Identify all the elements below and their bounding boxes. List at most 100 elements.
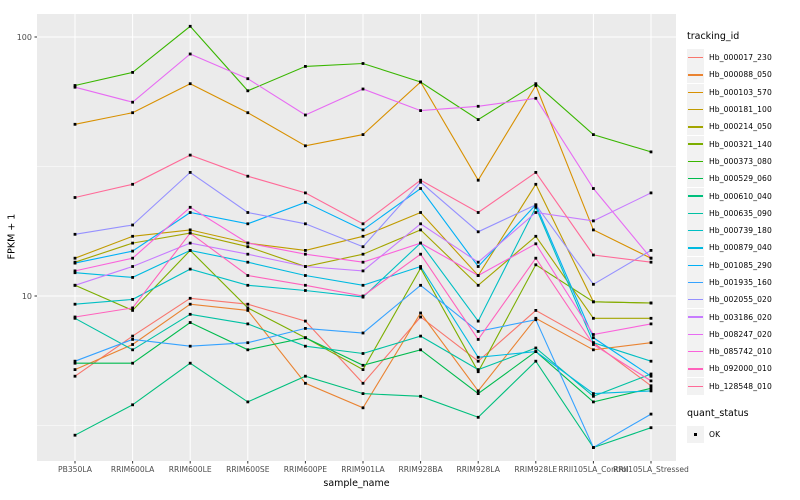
data-point-marker (73, 122, 77, 126)
data-point-marker (131, 249, 134, 253)
legend-item-label: Hb_000739_180 (709, 226, 772, 236)
data-point-marker (534, 203, 538, 207)
legend-item: Hb_000373_080 (687, 152, 799, 170)
legend-key-line (688, 229, 703, 232)
legend-key-swatch (687, 360, 704, 378)
data-point-marker (534, 318, 538, 322)
legend-item: Hb_002055_020 (687, 291, 799, 309)
data-point-marker (534, 211, 538, 214)
data-point-marker (534, 182, 538, 186)
data-point-marker (131, 241, 134, 245)
data-point-marker (419, 334, 422, 338)
data-point-marker (246, 302, 250, 306)
data-point-marker (246, 348, 250, 352)
y-tick-label: 100 (17, 33, 32, 42)
data-point-marker (246, 174, 250, 178)
data-point-marker (131, 343, 134, 346)
legend-title-quant-status: quant_status (687, 407, 749, 419)
data-point-marker (304, 65, 307, 68)
data-point-marker (361, 283, 365, 287)
legend-item-label: Hb_092000_010 (709, 364, 772, 374)
legend-key-swatch (687, 83, 704, 101)
x-tick-label: RRIM600LA (111, 465, 155, 474)
data-point-marker (361, 133, 365, 136)
data-point-marker (304, 222, 307, 226)
legend-item: Hb_000529_060 (687, 170, 799, 188)
legend-key-line (688, 160, 703, 163)
legend-key-swatch (687, 256, 704, 274)
data-point-marker (73, 368, 77, 371)
data-point-marker (419, 228, 422, 232)
data-point-marker (534, 242, 538, 246)
x-tick-label: RRIM600PE (284, 465, 327, 474)
data-point-marker (361, 352, 365, 355)
y-tick-label: 10 (22, 292, 32, 301)
data-point-marker (361, 234, 365, 238)
legend-item: Hb_000214_050 (687, 118, 799, 136)
legend-key-line (688, 195, 703, 197)
data-point-marker (188, 321, 192, 324)
data-point-marker (131, 100, 134, 104)
data-point-marker (476, 338, 480, 341)
data-point-marker (131, 265, 134, 268)
data-point-marker (534, 256, 538, 260)
data-point-marker (246, 77, 250, 81)
x-tick-label: RRIM901LA (341, 465, 385, 474)
data-point-marker (476, 389, 480, 393)
data-point-marker (592, 228, 595, 232)
data-point-marker (131, 276, 134, 279)
data-point-marker (304, 265, 307, 268)
x-tick-label: RRIM928BA (398, 465, 443, 474)
y-axis-title: FPKM + 1 (6, 213, 18, 260)
data-point-marker (304, 327, 307, 330)
data-point-marker (419, 80, 422, 84)
data-point-marker (361, 363, 365, 367)
data-point-marker (246, 274, 250, 277)
data-point-marker (188, 171, 192, 174)
data-point-marker (419, 109, 422, 112)
data-point-marker (73, 256, 77, 260)
data-point-marker (361, 245, 365, 249)
data-point-marker (649, 359, 653, 363)
legend-items-tracking-id: Hb_000017_230 Hb_000088_050 Hb_000103_570 H… (687, 49, 799, 395)
data-point-marker (304, 319, 307, 323)
data-point-marker (419, 222, 422, 226)
data-point-marker (131, 306, 134, 310)
legend-key-line (688, 108, 703, 111)
data-point-marker (361, 252, 365, 256)
legend-item: Hb_003186_020 (687, 308, 799, 326)
x-tick-label: RRIM600SE (226, 465, 270, 474)
data-point-marker (419, 283, 422, 287)
data-point-marker (361, 269, 365, 273)
data-point-marker (246, 245, 250, 249)
data-point-marker (188, 344, 192, 348)
data-point-marker (188, 302, 192, 306)
legend-item: Hb_001935_160 (687, 274, 799, 291)
data-point-marker (419, 266, 422, 270)
data-point-marker (73, 232, 77, 236)
x-tick-label: RRIM600LE (169, 465, 212, 474)
data-point-marker (649, 191, 653, 195)
legend-item-label: Hb_002055_020 (709, 295, 772, 305)
legend-item-quant-status: OK (687, 426, 799, 444)
data-point-marker (188, 205, 192, 209)
data-point-marker (534, 205, 538, 209)
data-point-marker (361, 260, 365, 264)
data-point-marker (188, 228, 192, 232)
data-point-marker (188, 211, 192, 214)
legend-key-swatch (687, 325, 704, 343)
data-point-marker (246, 322, 250, 326)
data-point-marker (131, 111, 134, 115)
legend-item-label: Hb_001085_290 (709, 260, 772, 270)
legend-key-point-marker (693, 432, 698, 437)
data-point-marker (476, 359, 480, 363)
legend-key-swatch (687, 343, 704, 361)
legend-key-line (688, 56, 703, 59)
legend-key-line (688, 91, 703, 93)
data-point-marker (419, 348, 422, 352)
data-point-marker (649, 322, 653, 326)
data-point-marker (304, 252, 307, 256)
data-point-marker (419, 315, 422, 319)
data-point-marker (476, 104, 480, 108)
